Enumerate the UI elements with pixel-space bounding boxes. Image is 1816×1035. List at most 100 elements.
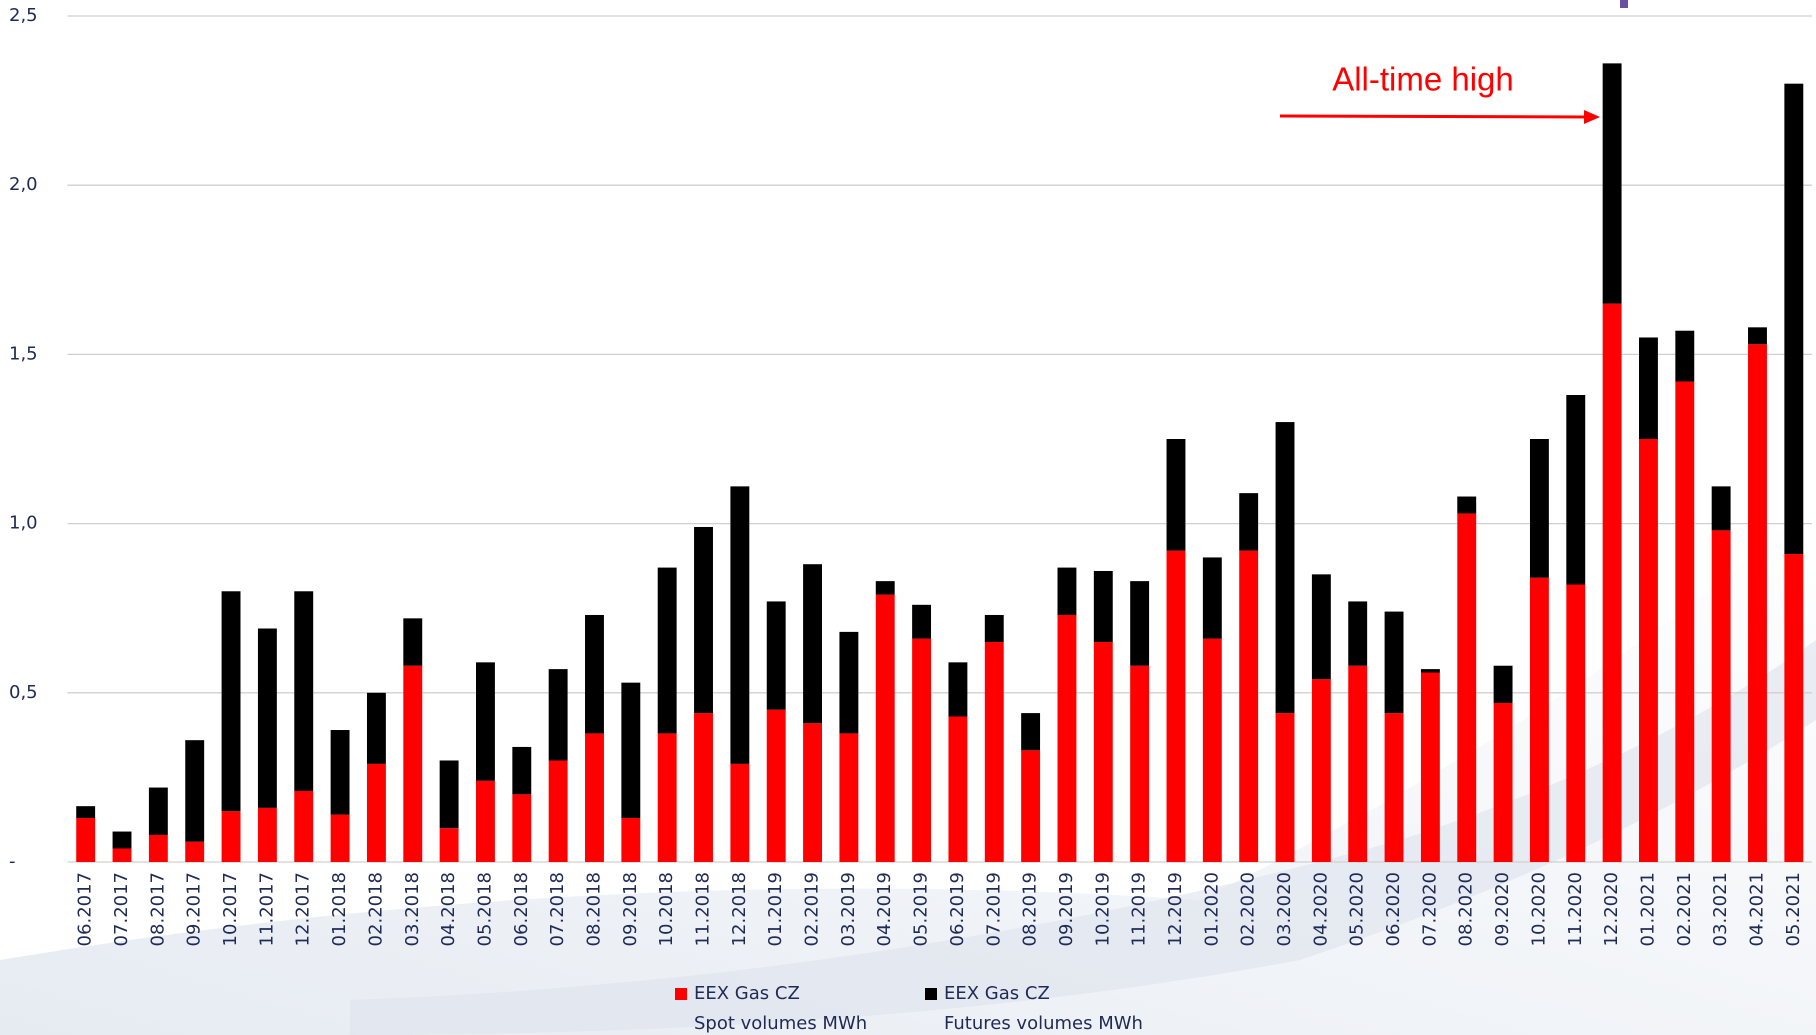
y-tick-label: 2,5: [9, 5, 38, 26]
bar-segment: [1202, 557, 1222, 639]
legend-entry: EEX Gas CZ Futures volumes MWh: [925, 979, 1143, 1035]
x-tick-label: 05.2019: [911, 872, 932, 946]
bar-segment: [112, 848, 132, 862]
x-tick-label: 05.2021: [1783, 872, 1804, 946]
bar-segment: [330, 730, 350, 815]
bar-segment: [1275, 713, 1295, 862]
bar-segment: [621, 818, 641, 862]
x-tick-label: 06.2018: [511, 872, 532, 946]
bar-segment: [1529, 577, 1549, 862]
bar-segment: [185, 740, 205, 842]
bar-segment: [839, 733, 859, 862]
x-tick-label: 07.2018: [547, 872, 568, 946]
bar-segment: [476, 662, 495, 781]
bar-segment: [221, 811, 241, 862]
x-tick-label: 10.2017: [220, 872, 241, 946]
x-tick-label: 03.2020: [1274, 872, 1295, 946]
bar-segment: [1566, 395, 1586, 585]
bar-segment: [585, 733, 604, 862]
bar-segment: [1420, 669, 1440, 673]
bar-segment: [366, 692, 386, 764]
bar-segment: [585, 614, 604, 734]
x-tick-label: 08.2020: [1456, 872, 1477, 946]
bar-segment: [548, 760, 568, 862]
bar-segment: [621, 682, 641, 819]
x-tick-label: 05.2020: [1347, 872, 1368, 946]
bar-segment: [694, 713, 713, 862]
x-tick-label: 08.2017: [147, 872, 168, 946]
y-tick-label: -: [9, 851, 16, 872]
x-tick-label: 06.2020: [1383, 872, 1404, 946]
bar-segment: [221, 591, 241, 812]
bar-segment: [948, 716, 968, 862]
x-tick-label: 10.2018: [656, 872, 677, 946]
bar-segment: [1384, 713, 1404, 862]
bar-segment: [1311, 574, 1331, 680]
x-tick-label: 01.2020: [1201, 872, 1222, 946]
bar-segment: [1239, 493, 1259, 551]
x-tick-label: 09.2017: [184, 872, 205, 946]
x-tick-label: 10.2020: [1528, 872, 1549, 946]
bar-segment: [76, 818, 96, 862]
bar-segment: [1748, 327, 1767, 345]
annotation-arrowhead: [1584, 110, 1600, 124]
bar-segment: [657, 733, 677, 862]
bar-segment: [1384, 611, 1404, 714]
bar-segment: [1493, 702, 1513, 862]
bar-segment: [294, 591, 314, 791]
bar-segment: [512, 746, 532, 795]
bar-segment: [948, 662, 968, 717]
bar-segment: [1057, 614, 1077, 862]
x-tick-label: 02.2021: [1674, 872, 1695, 946]
y-tick-label: 2,0: [9, 174, 38, 195]
bar-segment: [1348, 601, 1368, 666]
bar-segment: [1493, 665, 1513, 703]
bar-segment: [257, 628, 277, 808]
x-tick-label: 06.2019: [947, 872, 968, 946]
legend-label: EEX Gas CZ Spot volumes MWh: [694, 983, 868, 1034]
bar-segment: [875, 581, 895, 595]
bar-segment: [912, 638, 932, 862]
annotation: All-time high: [1332, 61, 1514, 98]
bar-segment: [803, 723, 822, 862]
bar-segment: [694, 526, 713, 714]
x-tick-label: 06.2017: [75, 872, 96, 946]
x-tick-label: 12.2018: [729, 872, 750, 946]
x-tick-label: 02.2020: [1238, 872, 1259, 946]
bar-segment: [1784, 83, 1804, 555]
bar-segment: [1784, 554, 1804, 862]
bar-segment: [1420, 672, 1440, 862]
x-tick-label: 04.2019: [874, 872, 895, 946]
legend-swatch: [925, 988, 937, 1000]
x-tick-label: 12.2017: [293, 872, 314, 946]
bar-segment: [1457, 513, 1477, 862]
bar-segment: [330, 814, 350, 862]
x-tick-label: 11.2020: [1565, 872, 1586, 946]
x-tick-label: 11.2019: [1129, 872, 1150, 946]
bar-segment: [257, 807, 277, 862]
legend-label: EEX Gas CZ Futures volumes MWh: [944, 983, 1143, 1034]
background-swoosh: [350, 640, 1816, 1035]
bar-segment: [1166, 550, 1186, 862]
x-tick-label: 08.2018: [583, 872, 604, 946]
x-tick-label: 10.2019: [1092, 872, 1113, 946]
bar-segment: [439, 760, 459, 829]
bar-segment: [403, 618, 423, 666]
bar-segment: [294, 790, 314, 862]
bar-segment: [1021, 750, 1041, 862]
x-tick-label: 07.2020: [1419, 872, 1440, 946]
y-tick-label: 1,0: [9, 513, 38, 534]
annotation-arrow: [1279, 114, 1591, 119]
bar-segment: [1602, 63, 1622, 304]
bar-segment: [1202, 638, 1222, 862]
x-tick-label: 11.2018: [693, 872, 714, 946]
bar-segment: [1748, 344, 1767, 862]
bar-segment: [1711, 530, 1731, 862]
bar-segment: [512, 794, 532, 862]
bar-segment: [476, 780, 495, 862]
bar-segment: [1093, 642, 1113, 862]
x-tick-label: 09.2020: [1492, 872, 1513, 946]
bar-segment: [148, 787, 168, 835]
x-tick-label: 02.2018: [365, 872, 386, 946]
x-tick-label: 08.2019: [1020, 872, 1041, 946]
